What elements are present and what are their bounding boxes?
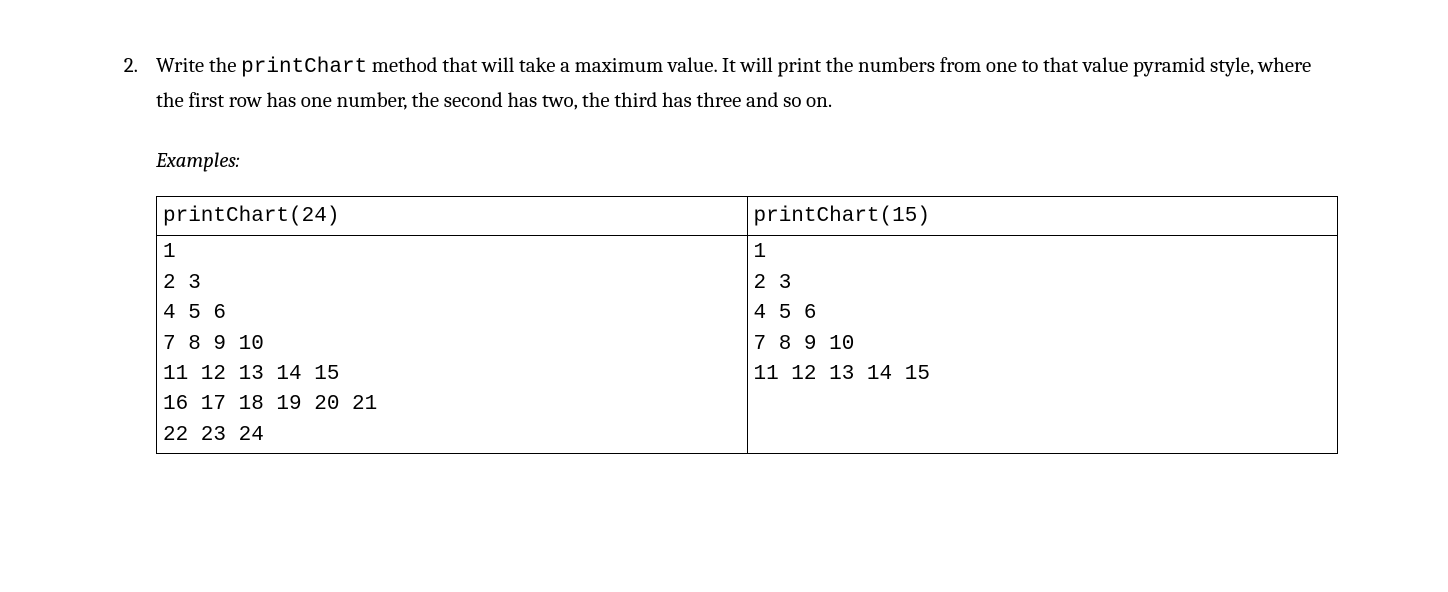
- example-call-cell: printChart(24): [157, 196, 748, 236]
- problem-number: 2.: [110, 50, 138, 454]
- examples-output-row: 1 2 3 4 5 6 7 8 9 10 11 12 13 14 15 16 1…: [157, 236, 1338, 454]
- description-code: printChart: [241, 56, 367, 79]
- example-output-1: 1 2 3 4 5 6 7 8 9 10 11 12 13 14 15: [754, 238, 1332, 390]
- description-pre: Write the: [156, 54, 241, 78]
- example-call-1: printChart(15): [754, 205, 930, 228]
- example-output-0: 1 2 3 4 5 6 7 8 9 10 11 12 13 14 15 16 1…: [163, 238, 741, 451]
- example-call-cell: printChart(15): [747, 196, 1338, 236]
- example-call-0: printChart(24): [163, 205, 339, 228]
- example-output-cell: 1 2 3 4 5 6 7 8 9 10 11 12 13 14 15: [747, 236, 1338, 454]
- problem-content: Write the printChart method that will ta…: [156, 50, 1338, 454]
- examples-header-row: printChart(24) printChart(15): [157, 196, 1338, 236]
- example-output-cell: 1 2 3 4 5 6 7 8 9 10 11 12 13 14 15 16 1…: [157, 236, 748, 454]
- problem-description: Write the printChart method that will ta…: [156, 50, 1338, 117]
- examples-table: printChart(24) printChart(15) 1 2 3 4 5 …: [156, 196, 1338, 455]
- examples-label: Examples:: [156, 145, 1338, 178]
- problem-block: 2. Write the printChart method that will…: [110, 50, 1338, 454]
